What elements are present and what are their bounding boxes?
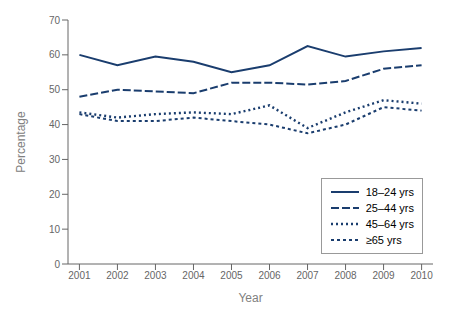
svg-text:50: 50 (49, 84, 61, 95)
html-text:45–64 yrs: 45–64 yrs (365, 218, 414, 230)
svg-text:10: 10 (49, 224, 61, 235)
svg-text:2001: 2001 (68, 270, 91, 281)
svg-text:70: 70 (49, 15, 61, 26)
svg-text:40: 40 (49, 119, 61, 130)
svg-text:2008: 2008 (334, 270, 357, 281)
svg-text:20: 20 (49, 189, 61, 200)
svg-text:30: 30 (49, 154, 61, 165)
svg-text:2003: 2003 (144, 270, 167, 281)
svg-text:2004: 2004 (182, 270, 205, 281)
html-text:≥65 yrs: ≥65 yrs (365, 234, 402, 246)
svg-text:2006: 2006 (258, 270, 281, 281)
html-text:25–44 yrs: 25–44 yrs (365, 202, 414, 214)
svg-text:2005: 2005 (220, 270, 243, 281)
svg-text:2010: 2010 (410, 270, 433, 281)
svg-text:60: 60 (49, 49, 61, 60)
svg-text:0: 0 (54, 259, 60, 270)
svg-text:Percentage: Percentage (14, 111, 28, 173)
svg-text:2009: 2009 (372, 270, 395, 281)
svg-text:2002: 2002 (106, 270, 129, 281)
svg-text:2007: 2007 (296, 270, 319, 281)
html-text:18–24 yrs: 18–24 yrs (365, 186, 414, 198)
svg-text:Year: Year (238, 291, 262, 305)
